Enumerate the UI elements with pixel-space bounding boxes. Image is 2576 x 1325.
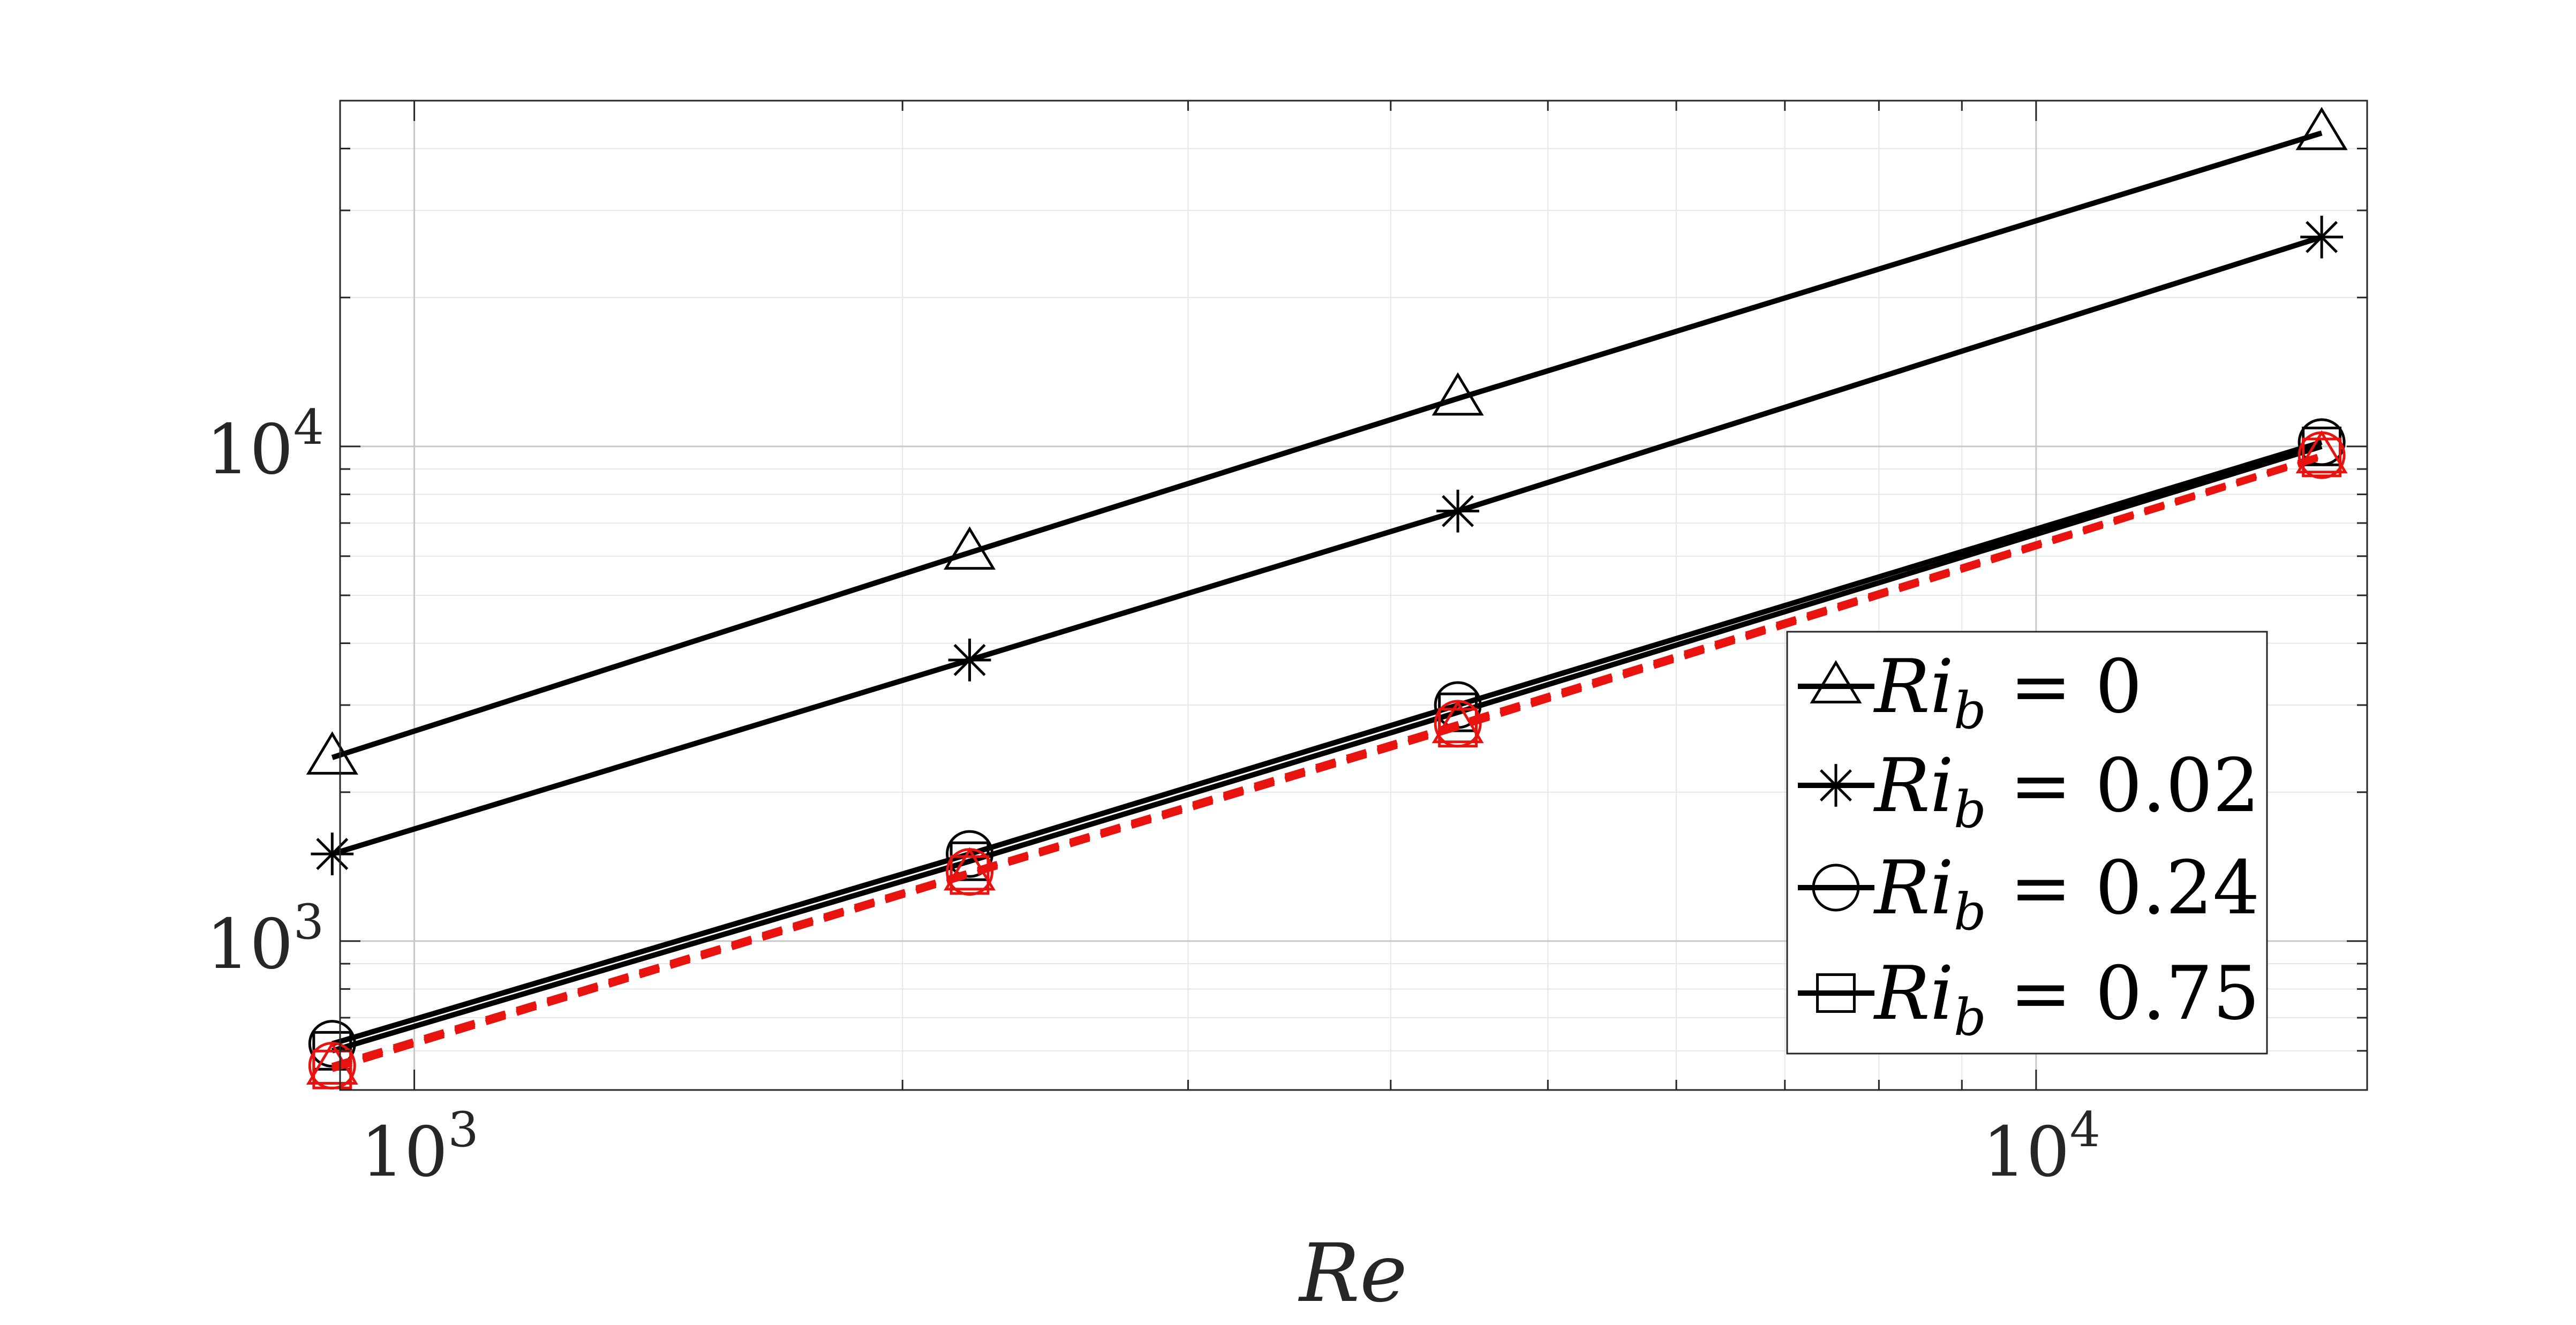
legend-box	[1786, 631, 2268, 1055]
y-tick-label: 103	[206, 894, 324, 985]
x-axis-title: Re	[1298, 1227, 1407, 1320]
marker-star-arm	[2306, 221, 2338, 253]
series-6	[306, 430, 2348, 1085]
series-line	[331, 453, 2323, 1070]
legend-entry: Rib = 0.02	[1798, 743, 2260, 839]
marker-circle	[1812, 864, 1860, 912]
legend-entry: Rib = 0	[1798, 643, 2142, 740]
marker-triangle	[1810, 660, 1862, 703]
series-line	[331, 130, 2323, 760]
marker-triangle	[1432, 700, 1484, 744]
marker-triangle	[944, 526, 996, 570]
legend-entry: Rib = 0.75	[1798, 950, 2260, 1047]
series-line	[331, 440, 2323, 1047]
legend-label: Rib = 0.24	[1873, 845, 2260, 942]
marker-triangle	[306, 731, 358, 775]
y-tick-label: 104	[206, 399, 324, 490]
marker-star-arm	[953, 643, 986, 676]
marker-square	[312, 1049, 352, 1089]
marker-triangle	[944, 847, 996, 891]
marker-square	[950, 855, 990, 895]
marker-square	[1816, 973, 1856, 1013]
series-line	[331, 444, 2323, 1054]
legend-entry: Rib = 0.24	[1798, 845, 2260, 942]
series-1	[311, 215, 2344, 876]
marker-star-arm	[316, 838, 349, 870]
ticks-layer	[339, 100, 2367, 1091]
y-tick-labels: 103 104	[206, 399, 324, 985]
x-tick-label: 104	[1983, 1102, 2100, 1192]
series-layer	[306, 107, 2348, 1090]
marker-star-arm	[1820, 769, 1852, 801]
legend-label: Rib = 0.02	[1873, 743, 2260, 839]
series-line	[331, 234, 2323, 857]
marker-star-arm	[1442, 495, 1474, 527]
marker-triangle	[306, 1041, 358, 1085]
legend-label: Rib = 0	[1873, 643, 2142, 740]
marker-triangle	[2295, 430, 2348, 474]
marker-triangle	[1432, 372, 1484, 416]
x-tick-labels: 103 104	[360, 1102, 2100, 1192]
marker-square	[1438, 708, 1478, 748]
legend-label: Rib = 0.75	[1873, 950, 2260, 1047]
x-tick-label: 103	[360, 1102, 478, 1192]
marker-triangle	[2295, 107, 2348, 150]
series-0	[306, 107, 2348, 775]
marker-square	[2302, 437, 2342, 478]
